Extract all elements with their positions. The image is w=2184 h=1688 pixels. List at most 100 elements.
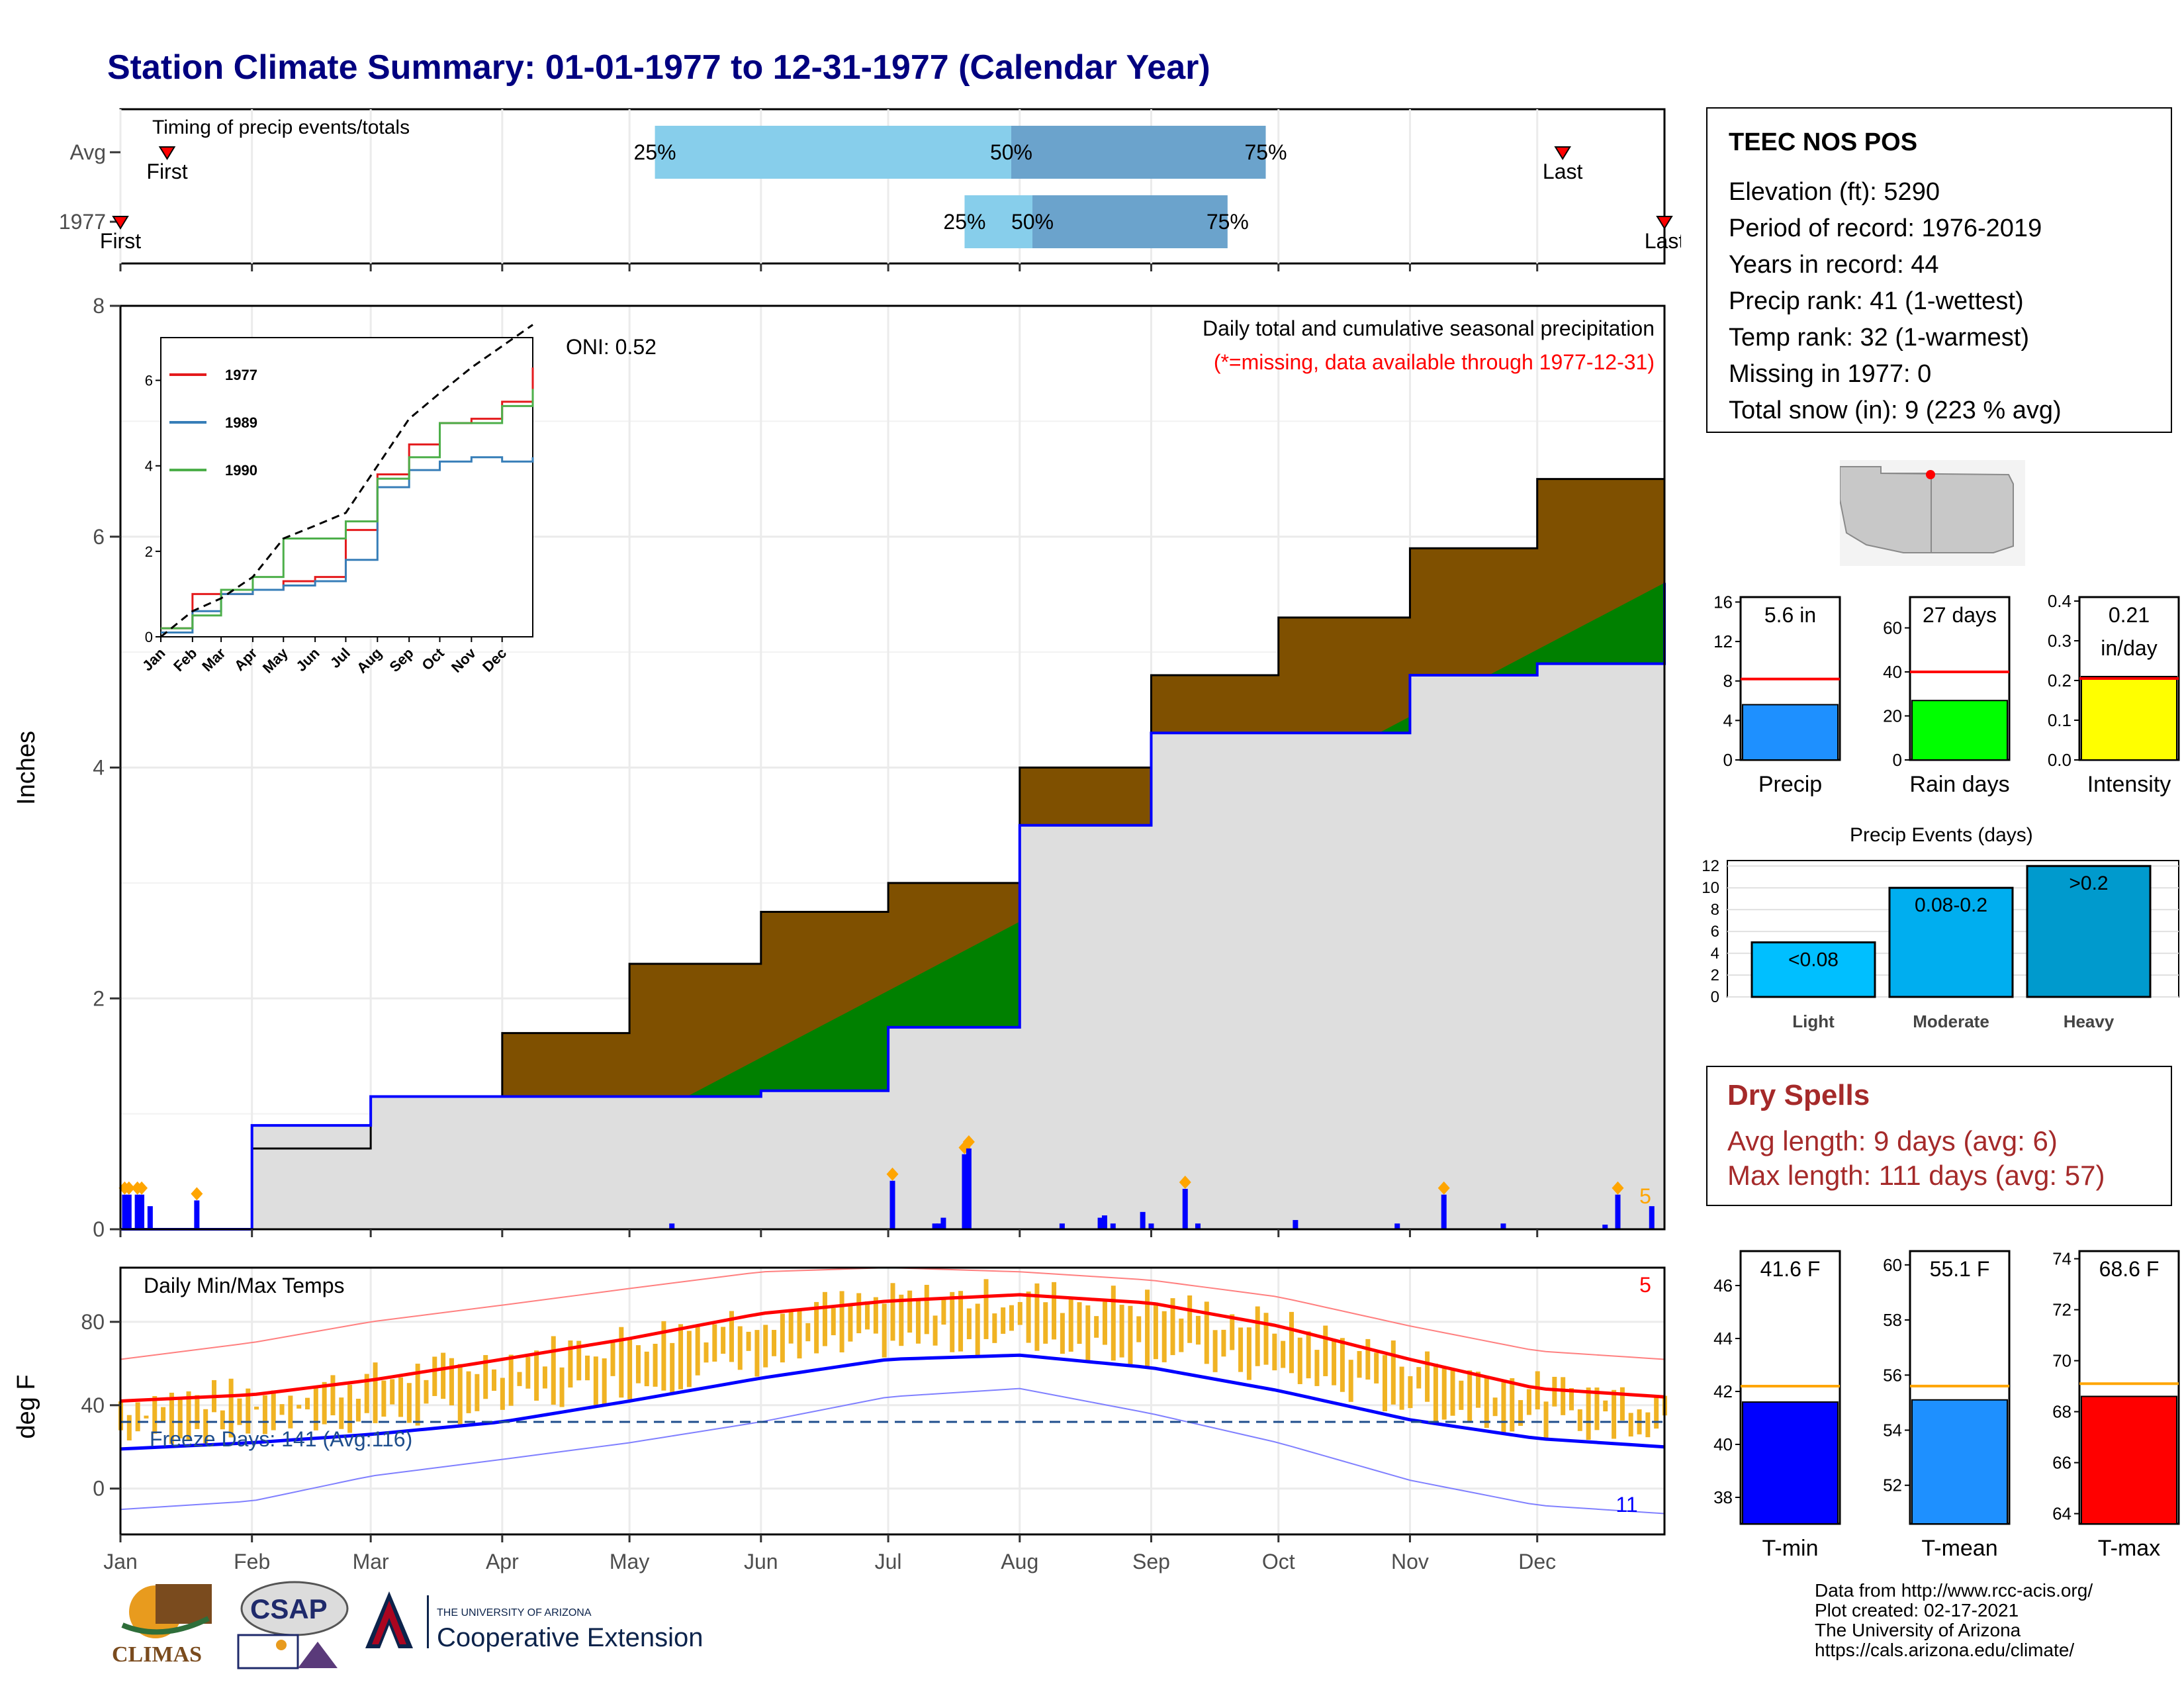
- events-y-tick-label: 2: [1711, 966, 1719, 984]
- events-bar: [1751, 941, 1876, 998]
- events-y-tick-label: 4: [1711, 945, 1719, 962]
- timing-quartile-label: 50%: [990, 140, 1032, 164]
- events-bar: [2026, 865, 2152, 998]
- daily-temp-bar: [1552, 1376, 1557, 1407]
- precip-y-tick-label: 2: [93, 986, 105, 1010]
- daily-temp-bar: [1119, 1305, 1124, 1358]
- summary-category-label: Precip: [1758, 772, 1822, 797]
- daily-temp-bar: [678, 1324, 684, 1389]
- daily-temp-bar: [1289, 1311, 1294, 1374]
- daily-precip-bar: [1059, 1223, 1065, 1229]
- daily-temp-bar: [381, 1380, 387, 1417]
- precip-year-cumulative-line: [120, 583, 1666, 1231]
- summary-y-tick-label: 68: [2052, 1402, 2071, 1422]
- daily-temp-bar: [305, 1397, 310, 1410]
- daily-temp-bar: [169, 1392, 174, 1444]
- summary-category-label: T-max: [2098, 1536, 2160, 1561]
- footer-line: The University of Arizona: [1815, 1620, 2021, 1640]
- daily-temp-bar: [1221, 1329, 1226, 1357]
- daily-precip-bar: [134, 1194, 140, 1229]
- daily-temp-bar: [1323, 1325, 1328, 1376]
- summary-y-tick-label: 44: [1713, 1329, 1733, 1348]
- daily-temp-bar: [958, 1291, 964, 1352]
- daily-precip-bar: [194, 1200, 200, 1229]
- daily-temp-bar: [1475, 1372, 1480, 1408]
- daily-temp-bar: [1450, 1370, 1455, 1416]
- events-y-tick-label: 6: [1711, 923, 1719, 941]
- daily-precip-bar: [1097, 1217, 1103, 1229]
- summary-y-tick-label: 64: [2052, 1504, 2071, 1524]
- daily-temp-bar: [551, 1336, 556, 1405]
- summary-value-label: 0.21: [2109, 603, 2150, 627]
- daily-temp-bar: [721, 1327, 726, 1354]
- month-tick-label: Dec: [1518, 1550, 1556, 1573]
- station-detail-line: Missing in 1977: 0: [1729, 360, 1932, 388]
- daily-temp-bar: [1654, 1396, 1659, 1429]
- timing-marker-label: Last: [1645, 229, 1681, 253]
- summary-bar-fill: [2081, 676, 2177, 761]
- summary-y-tick-label: 58: [1883, 1310, 1902, 1330]
- ua-logo-graphic: [365, 1591, 413, 1648]
- ua-divider: [427, 1595, 429, 1648]
- daily-temp-bar: [831, 1307, 836, 1336]
- inset-y-tick-label: 2: [145, 543, 153, 560]
- precip-y-tick-label: 8: [93, 294, 105, 318]
- station-detail-line: Precip rank: 41 (1-wettest): [1729, 287, 2024, 315]
- temp-panel-frame: [119, 1266, 1666, 1536]
- daily-temp-bar: [899, 1294, 904, 1346]
- summary-y-tick-label: 60: [1883, 1255, 1902, 1275]
- daily-precip-bar: [1140, 1211, 1146, 1229]
- precip-subtitle: Daily total and cumulative seasonal prec…: [1203, 316, 1655, 340]
- daily-temp-bar: [983, 1279, 989, 1339]
- summary-value-label: 5.6 in: [1764, 603, 1816, 627]
- daily-temp-bar: [220, 1410, 225, 1430]
- daily-temp-bar: [1068, 1298, 1073, 1352]
- daily-temp-bar: [1153, 1302, 1158, 1360]
- daily-precip-bar: [966, 1148, 972, 1229]
- footer-line: Data from http://www.rcc-acis.org/: [1815, 1580, 2093, 1601]
- footer-line: Plot created: 02-17-2021: [1815, 1600, 2019, 1620]
- month-tick-label: Nov: [1391, 1550, 1429, 1573]
- daily-precip-bar: [962, 1154, 968, 1229]
- daily-temp-bar: [364, 1374, 369, 1413]
- climas-logo-graphic: [121, 1584, 212, 1638]
- daily-temp-bar: [475, 1374, 480, 1411]
- daily-temp-bar: [933, 1315, 938, 1346]
- daily-temp-bar: [1586, 1387, 1591, 1440]
- temp-title: Daily Min/Max Temps: [144, 1274, 344, 1297]
- daily-temp-bar: [1263, 1313, 1269, 1365]
- daily-precip-marker: [122, 1181, 135, 1195]
- month-tick-label: Sep: [1132, 1550, 1170, 1573]
- daily-temp-bar: [780, 1313, 785, 1363]
- summary-y-tick-label: 38: [1713, 1487, 1733, 1507]
- daily-temp-bar: [126, 1415, 132, 1441]
- daily-precip-bar: [1148, 1223, 1154, 1229]
- events-y-tick-label: 10: [1702, 879, 1719, 897]
- inset-series-line: [160, 324, 533, 638]
- daily-temp-bar: [398, 1377, 404, 1417]
- daily-temp-bar: [525, 1356, 531, 1389]
- summary-bar-fill: [1911, 1399, 2008, 1524]
- daily-temp-bar: [610, 1340, 615, 1376]
- month-tick-label: Feb: [234, 1550, 270, 1573]
- summary-y-tick-label: 72: [2052, 1300, 2071, 1320]
- station-location-dot: [1926, 470, 1935, 479]
- daily-temp-bar: [1459, 1380, 1464, 1410]
- daily-temp-bar: [1510, 1378, 1515, 1432]
- daily-temp-bar: [1102, 1301, 1107, 1345]
- daily-temp-bar: [1399, 1366, 1404, 1410]
- inset-legend-label: 1989: [225, 414, 257, 431]
- daily-temp-bar: [1408, 1376, 1413, 1409]
- daily-precip-bar: [147, 1206, 153, 1229]
- daily-precip-bar: [932, 1223, 938, 1229]
- summary-bar-fill: [1911, 700, 2008, 761]
- daily-temp-bar: [1212, 1330, 1218, 1372]
- daily-temp-bar: [1441, 1368, 1447, 1420]
- daily-temp-bar: [873, 1297, 878, 1334]
- summary-y-tick-label: 0: [1893, 750, 1902, 770]
- daily-temp-bar: [1204, 1301, 1209, 1364]
- precip-year-cumulative-area: [120, 583, 1664, 1229]
- footer-credits: Data from http://www.rcc-acis.org/Plot c…: [1815, 1581, 2093, 1660]
- daily-temp-bar: [237, 1398, 242, 1425]
- climas-logo-text: CLIMAS: [112, 1642, 203, 1667]
